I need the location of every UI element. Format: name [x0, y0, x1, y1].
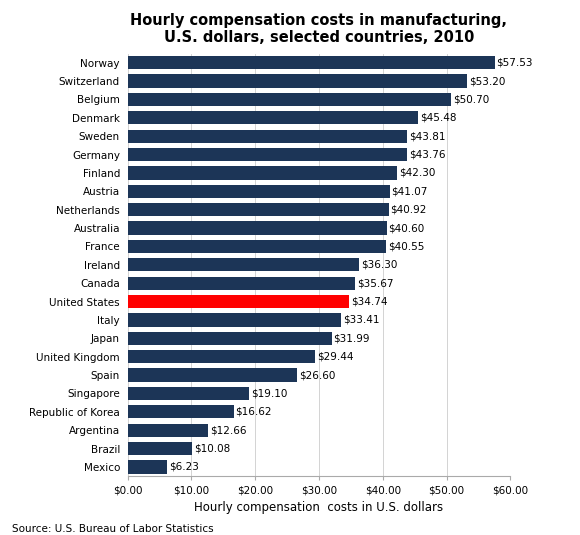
Text: $43.81: $43.81	[409, 131, 445, 141]
Bar	[128, 350, 316, 363]
Bar	[128, 203, 389, 216]
Text: $42.30: $42.30	[400, 168, 436, 178]
Bar	[128, 221, 387, 235]
Bar	[128, 387, 249, 400]
Bar	[128, 111, 418, 125]
Text: $29.44: $29.44	[317, 351, 354, 362]
Text: $40.60: $40.60	[389, 223, 425, 233]
Bar	[128, 442, 192, 455]
Bar	[128, 240, 386, 253]
Bar	[128, 460, 168, 473]
Title: Hourly compensation costs in manufacturing,
U.S. dollars, selected countries, 20: Hourly compensation costs in manufacturi…	[130, 13, 508, 45]
Text: $19.10: $19.10	[251, 388, 288, 399]
Text: $12.66: $12.66	[211, 425, 246, 435]
Text: $26.60: $26.60	[299, 370, 336, 380]
Bar	[128, 258, 359, 271]
Text: $57.53: $57.53	[496, 58, 533, 68]
Text: $43.76: $43.76	[409, 150, 445, 159]
Bar	[128, 295, 349, 308]
Text: $6.23: $6.23	[169, 462, 199, 472]
Bar	[128, 369, 298, 381]
Text: $36.30: $36.30	[361, 260, 397, 270]
Bar	[128, 314, 341, 326]
Text: $16.62: $16.62	[235, 407, 272, 417]
Text: $50.70: $50.70	[453, 95, 489, 104]
Bar	[128, 56, 495, 70]
Bar	[128, 424, 208, 437]
Text: $35.67: $35.67	[357, 278, 394, 288]
Bar	[128, 148, 407, 161]
Bar	[128, 332, 332, 345]
Text: $53.20: $53.20	[469, 76, 505, 86]
Bar	[128, 93, 451, 106]
X-axis label: Hourly compensation  costs in U.S. dollars: Hourly compensation costs in U.S. dollar…	[194, 501, 444, 514]
Bar	[128, 166, 397, 180]
Bar	[128, 74, 467, 88]
Bar	[128, 185, 390, 198]
Bar	[128, 277, 355, 290]
Text: $40.92: $40.92	[390, 205, 427, 215]
Text: $31.99: $31.99	[334, 333, 370, 343]
Text: $45.48: $45.48	[420, 113, 456, 123]
Text: $33.41: $33.41	[343, 315, 379, 325]
Text: $34.74: $34.74	[351, 296, 387, 307]
Bar	[128, 129, 407, 143]
Text: $10.08: $10.08	[194, 444, 230, 454]
Text: $40.55: $40.55	[388, 241, 425, 251]
Bar	[128, 405, 234, 418]
Text: $41.07: $41.07	[392, 186, 428, 196]
Text: Source: U.S. Bureau of Labor Statistics: Source: U.S. Bureau of Labor Statistics	[12, 524, 213, 534]
